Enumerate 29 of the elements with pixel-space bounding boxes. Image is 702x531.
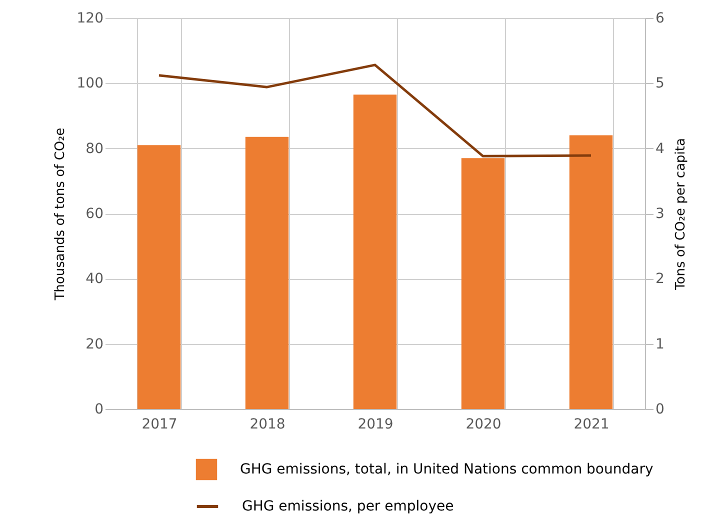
bar [461,158,505,409]
y-tick-label: 0 [94,402,104,418]
bar [245,136,289,409]
y2-tick-label: 1 [656,336,664,352]
y2-tick-label: 6 [656,10,664,26]
y2-tick-label: 0 [656,402,664,418]
y2-axis-title: Tons of CO₂e per capita [673,138,688,291]
x-tick-label: 2020 [466,416,502,432]
y2-tick-label: 4 [656,140,664,157]
x-tick-label: 2018 [250,416,286,432]
bar [137,145,181,409]
bar [569,135,613,409]
y2-tick-label: 2 [656,271,664,288]
y-tick-label: 100 [76,76,104,92]
y-tick-label: 20 [86,336,104,352]
bar [353,94,397,409]
y-tick-label: 80 [86,140,104,157]
legend-label: GHG emissions, per employee [242,498,454,514]
x-tick-label: 2019 [358,416,394,432]
line-series [158,64,592,158]
y2-tick-label: 5 [656,76,664,92]
legend-label: GHG emissions, total, in United Nations common boundary [240,462,654,478]
y-axis-title: Thousands of tons of CO₂e [52,128,68,302]
x-tick-label: 2017 [142,416,178,432]
x-tick-label: 2021 [574,416,610,432]
y-tick-label: 60 [86,206,104,222]
y-tick-label: 120 [76,10,104,26]
y2-tick-label: 3 [656,206,664,222]
y-tick-label: 40 [86,271,104,288]
